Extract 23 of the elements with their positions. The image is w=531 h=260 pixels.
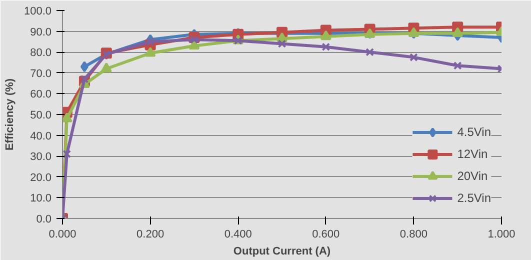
y-tick-label: 20.0 [30,172,52,184]
legend-label: 2.5Vin [457,191,491,205]
x-tick-label: 0.000 [48,228,76,240]
y-axis-title: Efficiency (%) [4,78,16,151]
y-tick-label: 90.0 [30,26,52,38]
x-tick-label: 1.000 [488,228,516,240]
legend-label: 12Vin [457,147,488,161]
y-tick-label: 70.0 [30,68,52,80]
y-tick-label: 100.0 [24,6,52,18]
y-tick-label: 80.0 [30,47,52,60]
x-axis-title: Output Current (A) [233,246,331,258]
x-tick-label: 0.600 [312,228,340,240]
x-tick-label: 0.400 [224,228,252,240]
y-tick-label: 60.0 [30,88,52,101]
legend-label: 20Vin [457,169,488,183]
y-tick-label: 10.0 [30,192,52,205]
legend-label: 4.5Vin [457,125,491,139]
y-tick-label: 50.0 [30,110,52,122]
x-tick-label: 0.200 [136,228,164,240]
x-tick-label: 0.800 [400,228,428,240]
y-tick-label: 0.0 [36,214,52,226]
y-tick-label: 40.0 [30,130,52,142]
y-tick-label: 30.0 [30,151,52,164]
